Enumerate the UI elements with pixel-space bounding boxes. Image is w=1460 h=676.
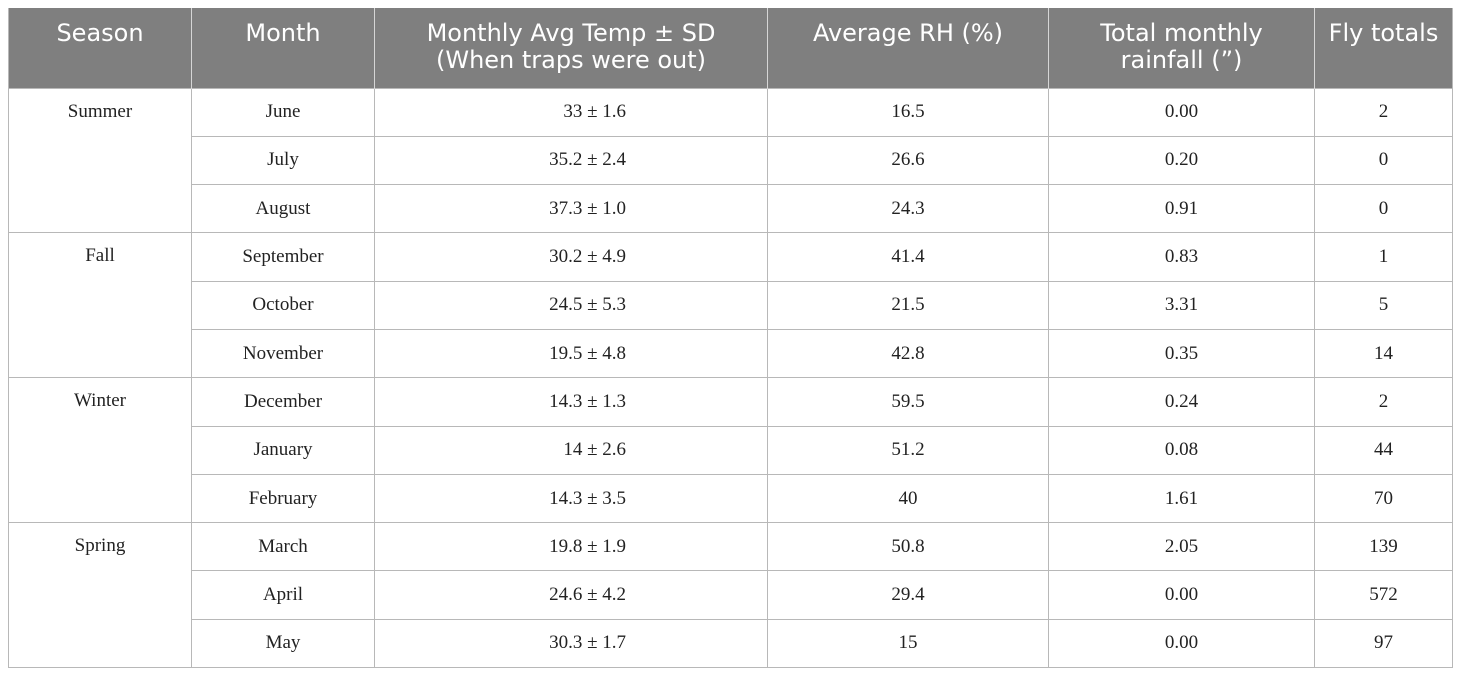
rainfall-cell: 0.00 [1048, 87, 1315, 137]
humidity-cell: 50.8 [767, 522, 1049, 572]
fly-total-cell: 0 [1314, 135, 1453, 186]
fly-total-cell: 139 [1314, 522, 1453, 572]
table-row: August 37.3 ± 1.0 24.3 0.91 0 [9, 184, 1453, 234]
table-row: May 30.3 ± 1.7 15 0.00 97 [9, 618, 1453, 669]
month-cell: January [191, 425, 375, 475]
header-relative-humidity: Average RH (%) [767, 8, 1049, 88]
header-rainfall: Total monthly rainfall (”) [1048, 8, 1315, 88]
temperature-value: 14.3 ± 3.5 [549, 487, 626, 509]
fly-total-cell: 572 [1314, 570, 1453, 620]
temperature-value: 14.3 ± 1.3 [549, 390, 626, 412]
rainfall-cell: 0.00 [1048, 570, 1315, 620]
temperature-cell: 14.3 ± 1.3 [374, 377, 768, 427]
month-cell: February [191, 473, 375, 524]
fly-total-cell: 1 [1314, 232, 1453, 282]
header-month: Month [191, 8, 375, 88]
rainfall-cell: 0.91 [1048, 184, 1315, 234]
temperature-value: 37.3 ± 1.0 [549, 197, 626, 219]
temperature-cell: 33 ± 1.6 [374, 87, 768, 137]
humidity-cell: 42.8 [767, 328, 1049, 379]
temperature-cell: 37.3 ± 1.0 [374, 184, 768, 234]
table-body: Summer June 33 ± 1.6 16.5 0.00 2 July 35.2 ± 2.… [8, 87, 1453, 669]
humidity-cell: 51.2 [767, 425, 1049, 475]
humidity-cell: 16.5 [767, 87, 1049, 137]
fly-total-cell: 70 [1314, 473, 1453, 524]
table-row: January 14 ± 2.6 51.2 0.08 44 [9, 425, 1453, 475]
rainfall-cell: 0.08 [1048, 425, 1315, 475]
temperature-value: 14 ± 2.6 [563, 439, 626, 461]
header-row: Season Month Monthly Avg Temp ± SD (When… [8, 8, 1453, 88]
table-row: Spring March 19.8 ± 1.9 50.8 2.05 139 [8, 522, 1453, 669]
table-row: October 24.5 ± 5.3 21.5 3.31 5 [9, 280, 1453, 330]
climate-fly-table: Season Month Monthly Avg Temp ± SD (When… [8, 8, 1453, 669]
humidity-cell: 40 [767, 473, 1049, 524]
table-row: February 14.3 ± 3.5 40 1.61 70 [9, 473, 1453, 524]
table-row: November 19.5 ± 4.8 42.8 0.35 14 [9, 328, 1453, 379]
humidity-cell: 29.4 [767, 570, 1049, 620]
humidity-cell: 59.5 [767, 377, 1049, 427]
fly-total-cell: 97 [1314, 618, 1453, 669]
month-cell: May [191, 618, 375, 669]
season-cell: Summer [8, 87, 192, 234]
fly-total-cell: 2 [1314, 87, 1453, 137]
rainfall-cell: 0.83 [1048, 232, 1315, 282]
humidity-cell: 21.5 [767, 280, 1049, 330]
fly-total-cell: 14 [1314, 328, 1453, 379]
humidity-cell: 24.3 [767, 184, 1049, 234]
temperature-value: 24.5 ± 5.3 [549, 294, 626, 316]
humidity-cell: 41.4 [767, 232, 1049, 282]
temperature-value: 35.2 ± 2.4 [549, 149, 626, 171]
humidity-cell: 26.6 [767, 135, 1049, 186]
temperature-value: 30.3 ± 1.7 [549, 632, 626, 654]
table-header: Season Month Monthly Avg Temp ± SD (When… [8, 8, 1453, 88]
season-cell: Fall [8, 232, 192, 379]
temperature-cell: 24.5 ± 5.3 [374, 280, 768, 330]
fly-total-cell: 5 [1314, 280, 1453, 330]
header-season: Season [8, 8, 192, 88]
header-fly-totals: Fly totals [1314, 8, 1453, 88]
data-table-container: Season Month Monthly Avg Temp ± SD (When… [8, 8, 1453, 669]
table-row: Winter December 14.3 ± 1.3 59.5 0.24 2 [8, 377, 1453, 524]
temperature-cell: 24.6 ± 4.2 [374, 570, 768, 620]
fly-total-cell: 0 [1314, 184, 1453, 234]
header-temperature: Monthly Avg Temp ± SD (When traps were o… [374, 8, 768, 88]
month-cell: April [191, 570, 375, 620]
temperature-value: 19.5 ± 4.8 [549, 342, 626, 364]
month-cell: December [191, 377, 375, 427]
temperature-value: 33 ± 1.6 [563, 101, 626, 123]
temperature-value: 19.8 ± 1.9 [549, 535, 626, 557]
fly-total-cell: 2 [1314, 377, 1453, 427]
humidity-cell: 15 [767, 618, 1049, 669]
rainfall-cell: 3.31 [1048, 280, 1315, 330]
rainfall-cell: 2.05 [1048, 522, 1315, 572]
table-row: April 24.6 ± 4.2 29.4 0.00 572 [9, 570, 1453, 620]
temperature-value: 24.6 ± 4.2 [549, 584, 626, 606]
temperature-cell: 30.3 ± 1.7 [374, 618, 768, 669]
rainfall-cell: 1.61 [1048, 473, 1315, 524]
month-cell: November [191, 328, 375, 379]
temperature-cell: 35.2 ± 2.4 [374, 135, 768, 186]
temperature-cell: 19.5 ± 4.8 [374, 328, 768, 379]
month-cell: October [191, 280, 375, 330]
month-cell: September [191, 232, 375, 282]
rainfall-cell: 0.24 [1048, 377, 1315, 427]
table-row: July 35.2 ± 2.4 26.6 0.20 0 [9, 135, 1453, 186]
table-row: Summer June 33 ± 1.6 16.5 0.00 2 [8, 87, 1453, 234]
month-cell: July [191, 135, 375, 186]
rainfall-cell: 0.20 [1048, 135, 1315, 186]
fly-total-cell: 44 [1314, 425, 1453, 475]
table-row: Fall September 30.2 ± 4.9 41.4 0.83 1 [8, 232, 1453, 379]
temperature-cell: 14.3 ± 3.5 [374, 473, 768, 524]
season-cell: Winter [8, 377, 192, 524]
month-cell: August [191, 184, 375, 234]
temperature-cell: 30.2 ± 4.9 [374, 232, 768, 282]
temperature-value: 30.2 ± 4.9 [549, 246, 626, 268]
season-cell: Spring [8, 522, 192, 669]
month-cell: March [191, 522, 375, 572]
rainfall-cell: 0.00 [1048, 618, 1315, 669]
month-cell: June [191, 87, 375, 137]
temperature-cell: 19.8 ± 1.9 [374, 522, 768, 572]
rainfall-cell: 0.35 [1048, 328, 1315, 379]
temperature-cell: 14 ± 2.6 [374, 425, 768, 475]
